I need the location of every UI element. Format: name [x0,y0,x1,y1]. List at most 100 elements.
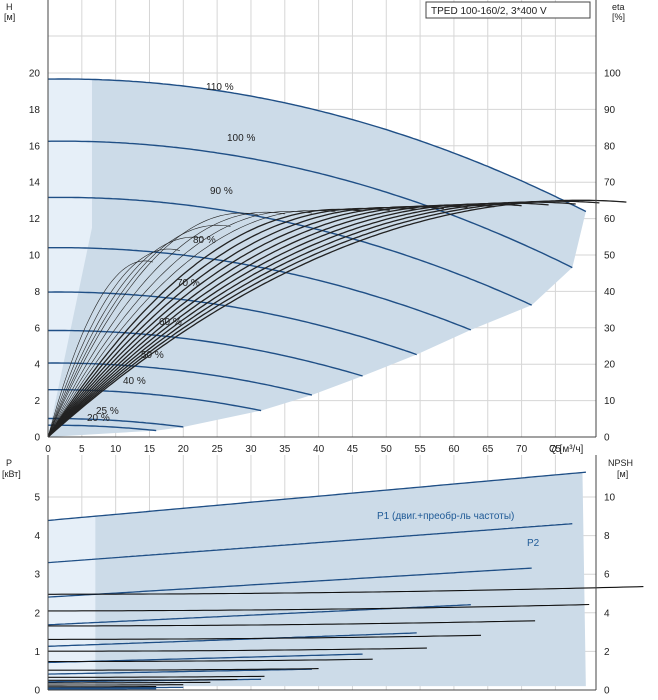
efficiency-curve-7 [47,210,336,438]
speed-label-90: 90 % [210,186,233,197]
y2-tick-30: 30 [604,323,616,334]
y2-tick-0: 0 [604,433,610,444]
x-tick-15: 15 [144,444,156,455]
y2-tick-100: 100 [604,69,621,80]
y-tick-18: 18 [29,105,41,116]
x-tick-5: 5 [79,444,85,455]
power-curve-100 [47,523,573,564]
efficiency-curve-5 [47,211,285,438]
head-curve-60 [48,329,363,377]
efficiency-curve-13 [47,204,495,438]
y-tick-2: 2 [34,396,40,407]
y-tick-10: 10 [29,251,41,262]
y-tick-0: 0 [34,433,40,444]
y2-tick-40: 40 [604,287,616,298]
speed-label-70: 70 % [177,278,200,289]
speed-label-20: 20 % [87,413,110,424]
y-tick-8: 8 [34,287,40,298]
power-curve-110 [47,471,586,522]
series-label-p1: P1 (двиг.+преобр-ль частоты) [377,510,514,522]
efficiency-curve-9 [47,207,390,438]
p-tick-2: 2 [34,608,40,619]
x-tick-45: 45 [347,444,359,455]
efficiency-curve-16 [47,201,576,438]
head-curve-40 [48,389,262,412]
speed-label-40: 40 % [123,376,146,387]
x-tick-65: 65 [482,444,494,455]
speed-label-25: 25 % [96,406,119,417]
x-tick-60: 60 [448,444,460,455]
top-y-axis-unit: [м] [4,12,15,22]
efficiency-curve-2 [47,236,204,438]
y2-tick-80: 80 [604,141,616,152]
top-y-axis-label: H [6,2,13,12]
title-box [425,1,591,19]
npsh-curve-4 [48,675,265,678]
top-y2-axis-label: eta [612,2,625,12]
y-tick-14: 14 [29,178,41,189]
npsh-tick-8: 8 [604,531,610,542]
efficiency-curve-4 [47,212,258,438]
chart-title: TPED 100-160/2, 3*400 V [431,6,547,17]
y2-tick-50: 50 [604,251,616,262]
npsh-tick-6: 6 [604,570,610,581]
efficiency-curve-12 [47,205,468,438]
p-tick-0: 0 [34,686,40,697]
npsh-curve-7 [48,647,427,652]
efficiency-curve-14 [47,203,522,438]
chart-labels: 0 5 10 15 20 25 30 35 40 45 50 55 60 65 70 750246810121… [29,69,621,697]
speed-label-80: 80 % [193,235,216,246]
power-curve-25 [48,686,184,689]
npsh-curve-10 [48,603,590,612]
x-tick-25: 25 [212,444,224,455]
head-curve-25 [48,417,184,428]
y2-tick-10: 10 [604,396,616,407]
x-tick-10: 10 [110,444,122,455]
efficiency-curve-11 [47,206,444,438]
p-tick-5: 5 [34,493,40,504]
efficiency-curve-8 [47,208,363,438]
npsh-tick-0: 0 [604,686,610,697]
head-curve-20 [48,424,157,432]
npsh-curve-5 [48,668,319,671]
npsh-curve-3 [48,678,238,681]
pump-curves [47,78,644,690]
head-curve-100 [47,140,573,269]
head-curve-110 [48,78,587,213]
x-tick-35: 35 [279,444,291,455]
y2-tick-90: 90 [604,105,616,116]
head-curve-80 [48,247,472,331]
power-curve-50 [47,668,312,675]
npsh-curve-9 [48,620,536,627]
y-tick-12: 12 [29,214,41,225]
p-tick-1: 1 [34,647,40,658]
efficiency-curve-10 [47,206,417,438]
y-tick-6: 6 [34,323,40,334]
series-label-p2: P2 [527,538,540,549]
x-tick-20: 20 [178,444,190,455]
head-curve-70 [48,291,417,356]
bottom-operating-area [48,472,586,687]
speed-label-50: 50 % [141,350,164,361]
efficiency-curve-1 [47,248,180,438]
x-tick-0: 0 [45,444,51,455]
x-tick-70: 70 [516,444,528,455]
bottom-min-flow-strip [48,516,96,687]
npsh-curve-6 [48,658,373,663]
x-tick-40: 40 [313,444,325,455]
npsh-tick-4: 4 [604,608,610,619]
y-tick-4: 4 [34,360,40,371]
efficiency-curve-6 [47,211,312,438]
top-y2-axis-unit: [%] [612,12,625,22]
efficiency-curve-3 [47,224,231,438]
y-tick-20: 20 [29,69,41,80]
y-tick-16: 16 [29,141,41,152]
efficiency-curve-15 [47,202,549,438]
top-min-flow-strip [48,79,92,437]
x-tick-55: 55 [415,444,427,455]
npsh-tick-2: 2 [604,647,610,658]
power-curve-90 [47,567,532,598]
y2-tick-70: 70 [604,178,616,189]
efficiency-curve-0 [47,260,153,438]
